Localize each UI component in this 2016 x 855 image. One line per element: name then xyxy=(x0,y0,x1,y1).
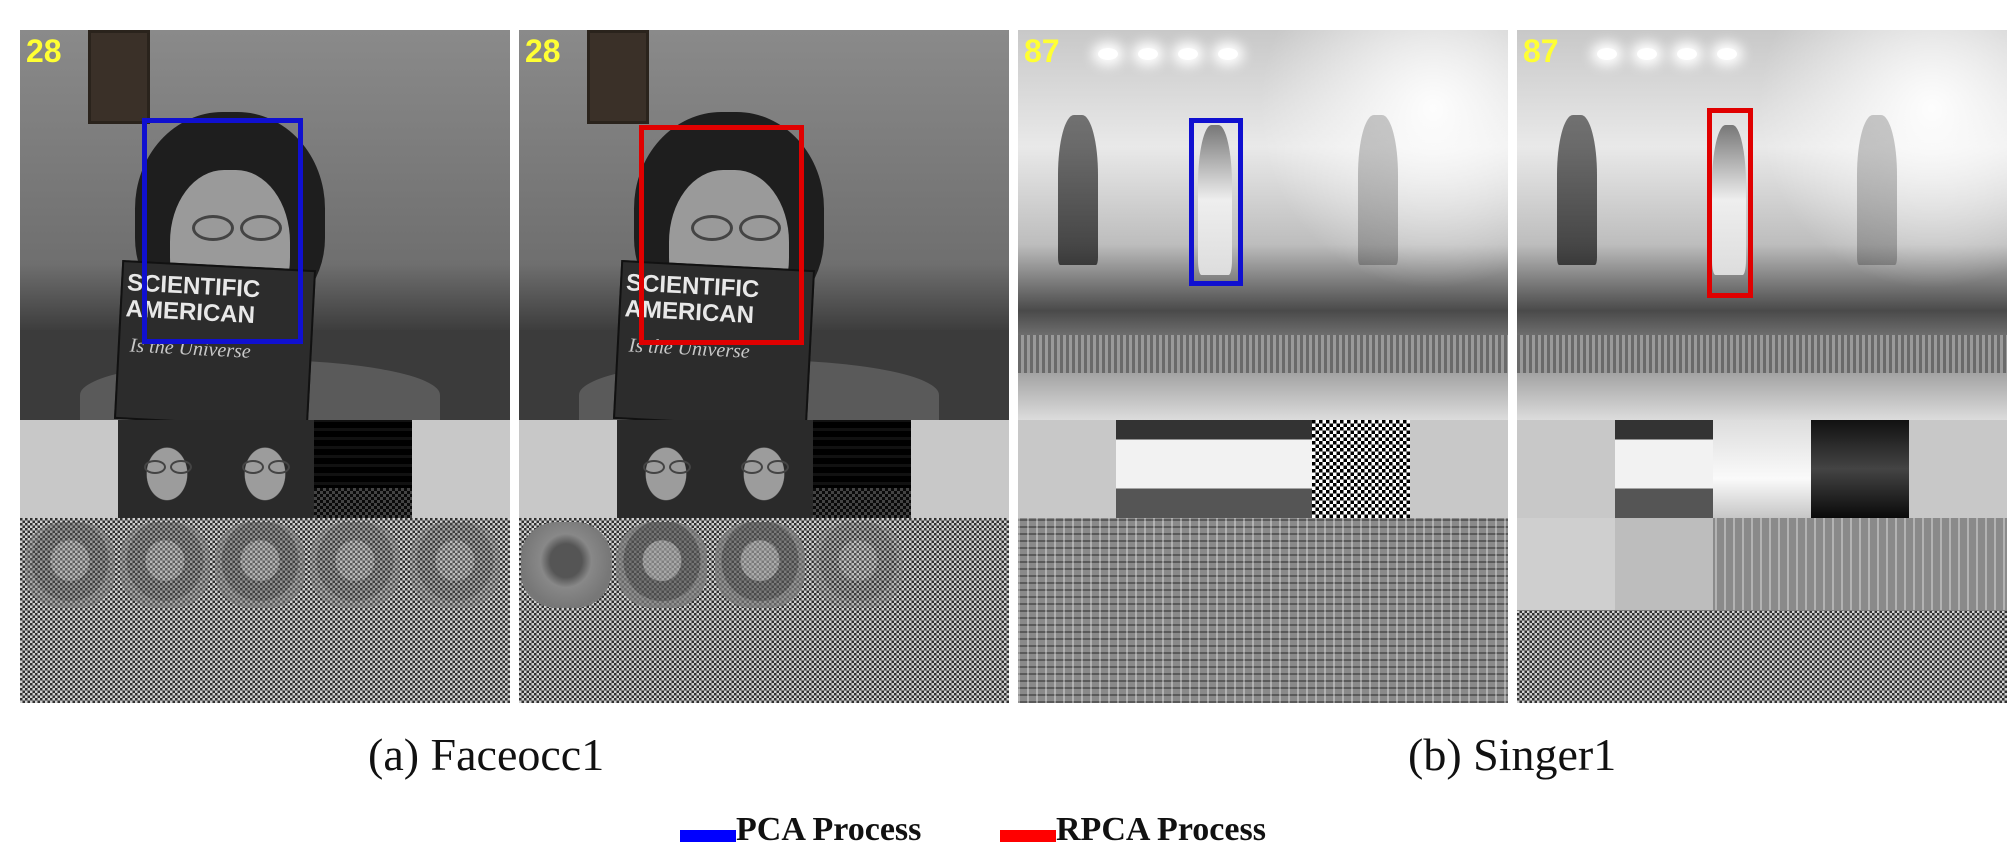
frame-number: 87 xyxy=(1523,33,1559,69)
frame-number: 28 xyxy=(26,33,62,69)
error-template xyxy=(1312,420,1410,518)
video-frame: 87 xyxy=(1018,30,1508,420)
template-strip xyxy=(519,420,1009,518)
musician xyxy=(1358,115,1398,265)
basis-images xyxy=(1018,518,1508,703)
pca-tracking-box xyxy=(1189,118,1243,286)
musician xyxy=(1857,115,1897,265)
face-template xyxy=(617,420,715,518)
legend: PCA Process RPCA Process xyxy=(0,810,2016,850)
face-template xyxy=(118,420,216,518)
eigen-basis xyxy=(310,522,400,608)
stage-light xyxy=(1717,48,1737,60)
legend-swatch-pca xyxy=(680,830,736,842)
basis-images xyxy=(519,518,1009,703)
musician xyxy=(1058,115,1098,265)
stage-floor xyxy=(1517,335,2007,373)
pca-tracking-box xyxy=(142,118,303,344)
template-strip xyxy=(1517,420,2007,518)
right-eye xyxy=(240,215,282,241)
eigen-basis xyxy=(120,522,210,608)
stage-light xyxy=(1637,48,1657,60)
frame-number: 87 xyxy=(1024,33,1060,69)
musician xyxy=(1557,115,1597,265)
stage-glow xyxy=(1757,30,2007,290)
stage-light xyxy=(1178,48,1198,60)
singer-template xyxy=(1214,420,1312,518)
panel-singer1-rpca: 87 xyxy=(1517,30,2007,703)
face-template xyxy=(715,420,813,518)
error-template xyxy=(314,420,412,518)
video-frame: SCIENTIFIC AMERICAN Is the Universe 28 xyxy=(519,30,1009,420)
left-eye xyxy=(691,215,733,241)
stage-light xyxy=(1098,48,1118,60)
stage-light xyxy=(1138,48,1158,60)
stage-light xyxy=(1677,48,1697,60)
caption-singer1: (b) Singer1 xyxy=(1408,729,1617,780)
eigen-basis xyxy=(617,522,707,608)
video-frame: 87 xyxy=(1517,30,2007,420)
template-strip xyxy=(1018,420,1508,518)
rpca-tracking-box xyxy=(1707,108,1753,298)
panel-faceocc1-rpca: SCIENTIFIC AMERICAN Is the Universe 28 xyxy=(519,30,1009,703)
legend-item-rpca: RPCA Process xyxy=(1000,810,1310,850)
singer xyxy=(1712,125,1746,275)
eigen-basis xyxy=(215,522,305,608)
panel-singer1-pca: 87 xyxy=(1018,30,1508,703)
panel-faceocc1-pca: SCIENTIFIC AMERICAN Is the Universe 28 xyxy=(20,30,510,703)
eigen-basis xyxy=(715,522,805,608)
legend-label-pca: PCA Process xyxy=(736,811,922,848)
basis-images xyxy=(1517,518,2007,703)
face-template xyxy=(216,420,314,518)
mean-face xyxy=(521,522,611,608)
right-eye xyxy=(739,215,781,241)
singer-template xyxy=(1713,420,1811,518)
rpca-basis-top xyxy=(1517,518,2007,610)
stage-glow xyxy=(1258,30,1508,290)
legend-swatch-rpca xyxy=(1000,830,1056,842)
singer-template xyxy=(1615,420,1713,518)
singer xyxy=(1198,125,1232,275)
legend-label-rpca: RPCA Process xyxy=(1056,811,1266,848)
rpca-tracking-box xyxy=(639,125,804,345)
eigen-basis xyxy=(410,522,500,608)
video-frame: SCIENTIFIC AMERICAN Is the Universe 28 xyxy=(20,30,510,420)
template-strip xyxy=(20,420,510,518)
wall-poster xyxy=(88,30,150,124)
stage-light xyxy=(1218,48,1238,60)
legend-item-pca: PCA Process xyxy=(680,810,970,850)
singer-template xyxy=(1116,420,1214,518)
left-eye xyxy=(192,215,234,241)
eigen-basis xyxy=(25,522,115,608)
stage-floor xyxy=(1018,335,1508,373)
eigen-basis xyxy=(813,522,903,608)
caption-faceocc1: (a) Faceocc1 xyxy=(368,729,605,780)
error-template xyxy=(1811,420,1909,518)
basis-images xyxy=(20,518,510,703)
frame-number: 28 xyxy=(525,33,561,69)
stage-light xyxy=(1597,48,1617,60)
wall-poster xyxy=(587,30,649,124)
error-template xyxy=(813,420,911,518)
